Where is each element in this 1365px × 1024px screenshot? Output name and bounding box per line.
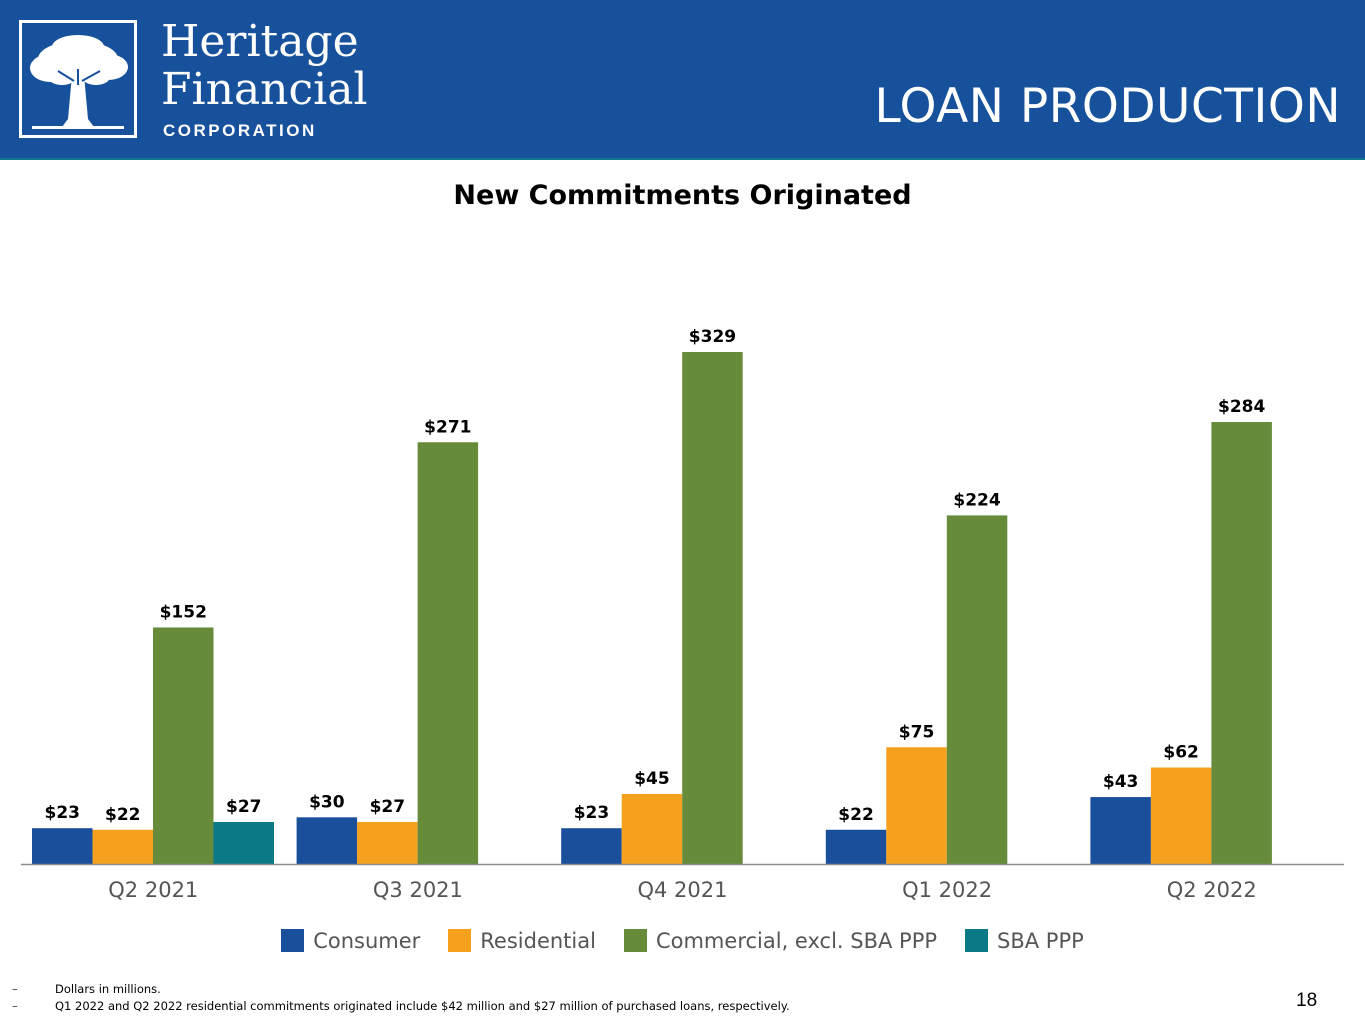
legend-item: Commercial, excl. SBA PPP [623, 929, 938, 953]
data-label: $45 [634, 769, 670, 789]
bar-residential [886, 747, 947, 864]
legend-swatch [623, 929, 647, 952]
legend-label: Consumer [313, 929, 421, 953]
data-label: $75 [899, 722, 935, 742]
data-label: $22 [838, 805, 874, 825]
header-banner: Heritage Financial CORPORATION LOAN PROD… [0, 0, 1365, 160]
brand-name-line1: Heritage [161, 16, 359, 67]
legend-label: Residential [480, 929, 596, 953]
bar-commercial-excl-sba-ppp [1211, 422, 1272, 864]
legend-label: Commercial, excl. SBA PPP [655, 929, 938, 953]
footnote-text: Dollars in millions. [55, 982, 161, 996]
bar-commercial-excl-sba-ppp [153, 627, 214, 864]
bar-commercial-excl-sba-ppp [417, 442, 479, 864]
bar-consumer [561, 828, 622, 864]
data-label: $152 [160, 602, 207, 622]
x-tick-label: Q2 2021 [108, 878, 198, 902]
footnote-row: – Q1 2022 and Q2 2022 residential commitm… [12, 998, 790, 1015]
legend-swatch [448, 929, 472, 952]
footnote-row: – Dollars in millions. [12, 981, 790, 998]
bar-consumer [1090, 797, 1151, 864]
x-tick-label: Q2 2022 [1167, 878, 1257, 902]
brand-name-line2: Financial [161, 64, 368, 115]
legend-swatch [281, 929, 305, 952]
data-label: $329 [689, 327, 736, 347]
data-label: $271 [424, 417, 471, 437]
chart-legend: Consumer Residential Commercial, excl. SBA… [0, 928, 1365, 953]
bar-sba-ppp [213, 821, 274, 864]
bar-chart: $23 $22 $152 $27 Q2 2021 $30 $27 $271 Q3 2021 $23… [21, 327, 1344, 902]
bar-residential [621, 793, 683, 864]
bar-residential [357, 821, 418, 864]
page-number: 18 [1296, 990, 1318, 1011]
data-label: $43 [1103, 772, 1139, 792]
legend-swatch [965, 929, 989, 952]
slide-title: LOAN PRODUCTION [874, 79, 1341, 134]
data-label: $23 [45, 803, 81, 823]
bar-commercial-excl-sba-ppp [682, 352, 743, 864]
x-tick-label: Q3 2021 [373, 878, 463, 902]
data-label: $224 [953, 490, 1000, 510]
logo [19, 20, 137, 138]
bar-commercial-excl-sba-ppp [946, 515, 1008, 864]
data-label: $27 [226, 797, 262, 817]
x-tick-label: Q1 2022 [902, 878, 992, 902]
footnote-text: Q1 2022 and Q2 2022 residential commitme… [55, 999, 790, 1013]
data-label: $30 [309, 792, 345, 812]
oak-tree-logo-icon [30, 35, 128, 129]
data-label: $27 [370, 797, 406, 817]
legend-item: Residential [448, 929, 596, 953]
bar-consumer [825, 829, 887, 864]
legend-item: SBA PPP [965, 929, 1084, 953]
bar-consumer [32, 828, 93, 864]
data-label: $62 [1163, 743, 1199, 763]
chart-title: New Commitments Originated [453, 180, 912, 211]
data-label: $284 [1218, 397, 1265, 417]
data-label: $23 [574, 803, 610, 823]
x-tick-label: Q4 2021 [637, 878, 727, 902]
legend-label: SBA PPP [997, 929, 1084, 953]
bar-residential [1150, 767, 1212, 864]
legend-item: Consumer [281, 929, 420, 953]
data-label: $22 [105, 805, 141, 825]
bar-residential [92, 829, 153, 864]
footnotes: – Dollars in millions. – Q1 2022 and Q2 20… [12, 981, 790, 1015]
footnote-marker: – [12, 999, 18, 1013]
bar-consumer [296, 817, 358, 864]
brand-subtitle: CORPORATION [163, 121, 317, 140]
footnote-marker: – [12, 982, 18, 996]
